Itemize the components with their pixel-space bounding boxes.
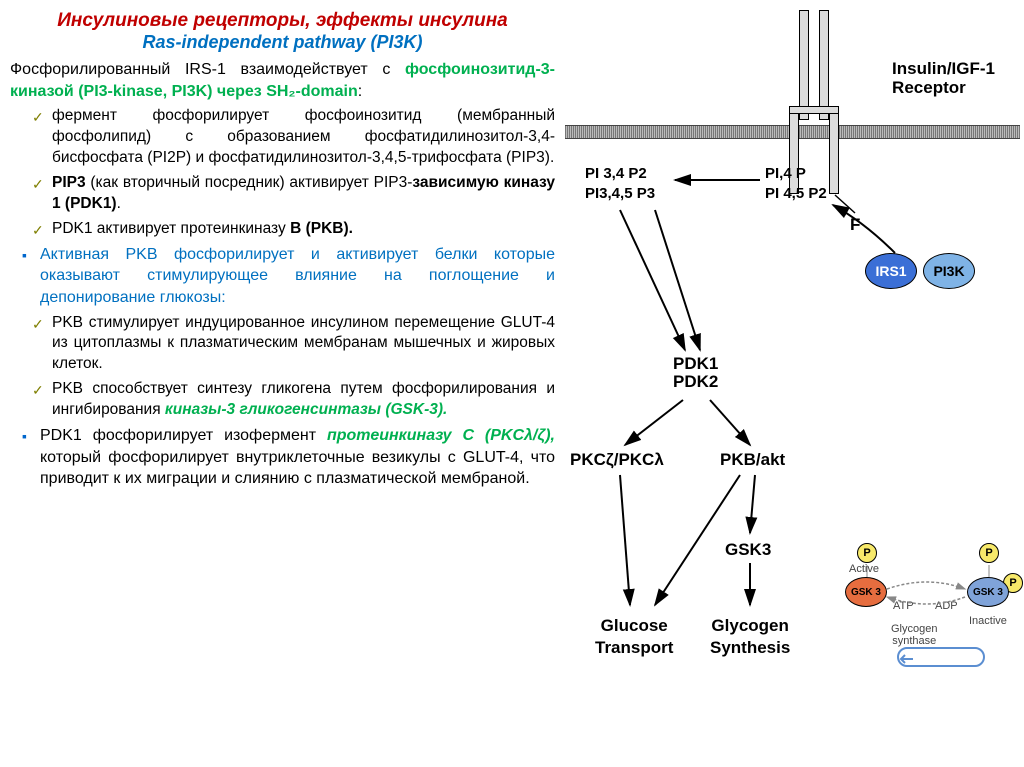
text-panel: Инсулиновые рецепторы, эффекты инсулина … — [10, 10, 555, 494]
title-line-2: Ras-independent pathway (PI3K) — [10, 32, 555, 53]
blue-para: Активная PKB фосфорилирует и активирует … — [22, 244, 555, 309]
pdk1-green: протеинкиназу C (PKCλ/ζ), — [327, 427, 555, 444]
pdk1-para: PDK1 фосфорилирует изофермент протеинкин… — [22, 425, 555, 490]
bullet-a-0: фермент фосфорилирует фосфоинозитид (мем… — [32, 106, 555, 169]
intro-paragraph: Фосфорилированный IRS-1 взаимодействует … — [10, 59, 555, 102]
intro-black: Фосфорилированный IRS-1 взаимодействует … — [10, 61, 405, 78]
intro-colon: : — [358, 83, 362, 100]
gsk3-inset: P P P Active Inactive GSK 3 GSK 3 ATP AD… — [835, 535, 1017, 665]
title-line-1: Инсулиновые рецепторы, эффекты инсулина — [10, 10, 555, 32]
gsk-inset-arrows — [835, 535, 1017, 665]
blue-bullet-group: Активная PKB фосфорилирует и активирует … — [10, 244, 555, 309]
bullet-b-0: PKB стимулирует индуцированное инсулином… — [32, 313, 555, 376]
bullet-b-1: PKB способствует синтезу гликогена путем… — [32, 379, 555, 421]
rounded-arrow-icon — [897, 647, 985, 667]
bullet-group-a: фермент фосфорилирует фосфоинозитид (мем… — [10, 106, 555, 240]
bullet-a-2: PDK1 активирует протеинкиназу B (PKB). — [32, 219, 555, 240]
pdk1-post: который фосфорилирует внутриклеточные ве… — [40, 449, 555, 488]
bullet-group-b: PKB стимулирует индуцированное инсулином… — [10, 313, 555, 422]
pathway-diagram: Insulin/IGF-1 Receptor PI 3,4 P2 PI3,4,5… — [565, 5, 1020, 765]
pdk1-bullet: PDK1 фосфорилирует изофермент протеинкин… — [10, 425, 555, 490]
pdk1-pre: PDK1 фосфорилирует изофермент — [40, 427, 327, 444]
bullet-a-1: PIP3 (как вторичный посредник) активируе… — [32, 173, 555, 215]
